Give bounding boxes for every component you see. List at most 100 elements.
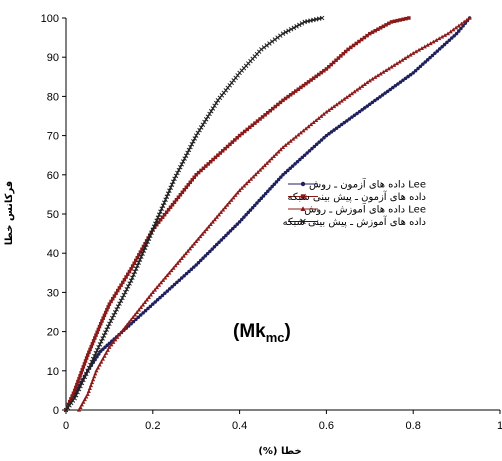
data-point — [180, 159, 186, 164]
data-point — [375, 96, 380, 101]
data-point — [360, 108, 364, 112]
data-point — [425, 58, 430, 62]
data-point — [283, 143, 288, 147]
data-point — [223, 146, 227, 151]
data-point — [227, 200, 232, 205]
data-point — [288, 166, 292, 171]
data-point — [250, 123, 255, 127]
data-point — [440, 44, 444, 49]
data-point — [130, 315, 136, 319]
data-point — [230, 226, 235, 231]
data-point — [248, 176, 254, 181]
data-point — [158, 209, 163, 214]
data-point — [132, 312, 138, 317]
data-point — [141, 248, 147, 253]
data-point — [154, 285, 160, 290]
data-point — [105, 308, 109, 312]
data-point — [306, 80, 311, 84]
data-point — [118, 298, 124, 304]
series-3 — [76, 15, 472, 412]
data-point — [316, 72, 321, 77]
data-point — [97, 362, 102, 367]
data-point — [262, 163, 267, 168]
data-point — [301, 83, 306, 88]
data-point — [337, 124, 341, 129]
data-point — [411, 51, 416, 55]
data-point — [88, 347, 92, 352]
data-point — [334, 102, 339, 107]
data-point — [242, 129, 247, 134]
data-point — [396, 82, 400, 86]
data-point — [450, 36, 454, 40]
annotation-base: (Mk — [233, 321, 266, 342]
data-point — [142, 245, 148, 250]
data-point — [185, 150, 190, 156]
data-point — [217, 240, 221, 245]
data-point — [248, 208, 253, 212]
data-point — [147, 233, 153, 238]
data-point — [341, 51, 346, 56]
data-point — [373, 98, 377, 103]
data-point — [97, 342, 103, 347]
data-point — [373, 28, 377, 33]
data-point — [179, 162, 185, 167]
data-point — [223, 205, 228, 210]
data-point — [192, 175, 196, 180]
data-point — [109, 299, 113, 304]
data-point — [93, 336, 97, 340]
data-point — [160, 215, 165, 219]
data-point — [94, 347, 100, 353]
data-point — [129, 267, 133, 271]
data-point — [391, 85, 395, 90]
data-point — [253, 203, 257, 208]
data-point — [264, 43, 269, 48]
data-point — [78, 383, 83, 389]
data-point — [216, 212, 222, 217]
data-point — [130, 275, 135, 280]
data-point — [362, 35, 367, 40]
data-point — [106, 305, 110, 309]
data-point — [134, 310, 140, 314]
data-point — [421, 62, 425, 66]
data-point — [389, 20, 394, 24]
data-point — [339, 54, 343, 58]
data-point — [188, 180, 193, 185]
data-point — [91, 377, 96, 382]
data-point — [367, 78, 372, 83]
data-point — [111, 312, 117, 318]
data-point — [360, 84, 365, 88]
data-point — [331, 60, 336, 65]
data-point — [189, 244, 195, 248]
data-point — [226, 231, 230, 235]
data-point — [297, 22, 302, 28]
data-point — [310, 146, 314, 151]
data-point — [102, 313, 107, 318]
data-point — [373, 75, 378, 79]
data-point — [454, 31, 459, 36]
data-point — [135, 263, 140, 268]
data-point — [271, 106, 275, 111]
data-point — [163, 275, 168, 280]
data-point — [72, 395, 77, 401]
data-point — [370, 30, 375, 34]
data-point — [245, 127, 250, 132]
data-point — [219, 238, 224, 242]
data-point — [296, 87, 301, 92]
data-point — [75, 382, 79, 387]
data-point — [169, 268, 174, 273]
data-point — [175, 170, 180, 176]
data-point — [200, 231, 205, 236]
data-point — [267, 158, 272, 163]
data-point — [154, 218, 159, 223]
data-point — [218, 151, 223, 155]
data-point — [158, 280, 164, 285]
data-point — [212, 103, 217, 109]
data-point — [167, 287, 172, 291]
data-point — [189, 141, 195, 147]
data-point — [274, 180, 279, 184]
data-point — [220, 207, 226, 212]
data-point — [199, 168, 203, 173]
data-point — [176, 195, 181, 200]
data-point — [151, 224, 157, 229]
data-point — [357, 85, 362, 90]
